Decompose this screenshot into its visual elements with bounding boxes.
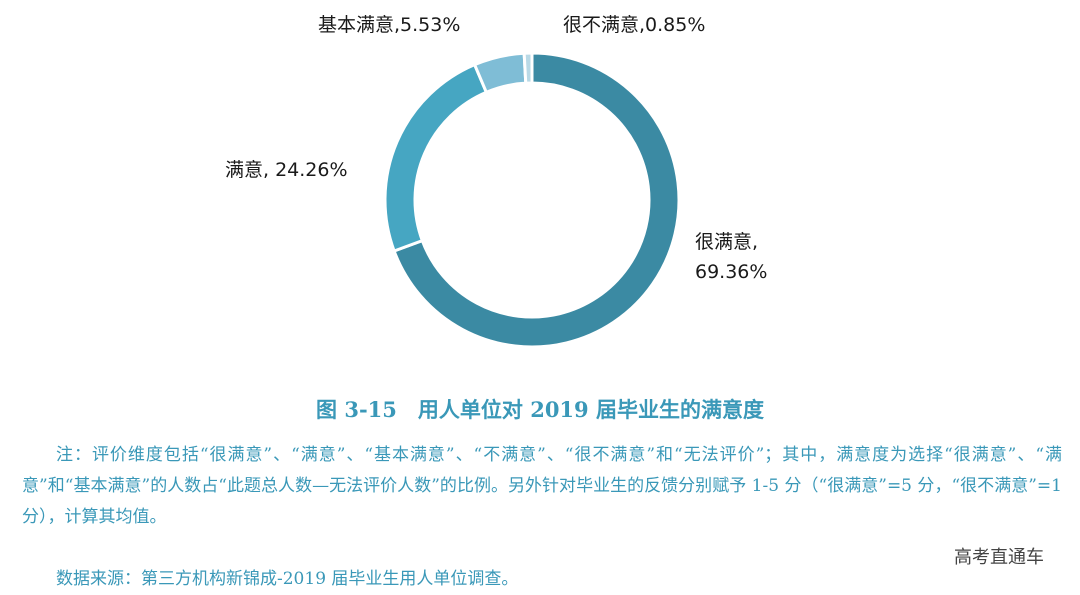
donut-chart: 很满意, 69.36% 满意, 24.26% 基本满意,5.53% 很不满意,0.85%: [225, 14, 767, 349]
slice-很满意: [392, 51, 681, 349]
slice-label-很满意: 很满意,: [695, 231, 758, 253]
watermark: 高考直通车: [948, 541, 1050, 571]
figure-note: 注：评价维度包括“很满意”、“满意”、“基本满意”、“不满意”、“很不满意”和“…: [22, 445, 1062, 527]
slice-很不满意: [522, 51, 534, 85]
slice-label-很不满意: 很不满意,0.85%: [563, 14, 705, 36]
slice-label-满意: 满意, 24.26%: [225, 159, 348, 181]
data-source: 数据来源：第三方机构新锦成-2019 届毕业生用人单位调查。: [56, 569, 519, 589]
slice-label-基本满意: 基本满意,5.53%: [318, 14, 460, 36]
slice-基本满意: [472, 51, 528, 95]
slice-value-很满意: 69.36%: [695, 261, 767, 283]
slice-满意: [383, 62, 489, 253]
figure-title: 图 3-15 用人单位对 2019 届毕业生的满意度: [316, 397, 764, 422]
